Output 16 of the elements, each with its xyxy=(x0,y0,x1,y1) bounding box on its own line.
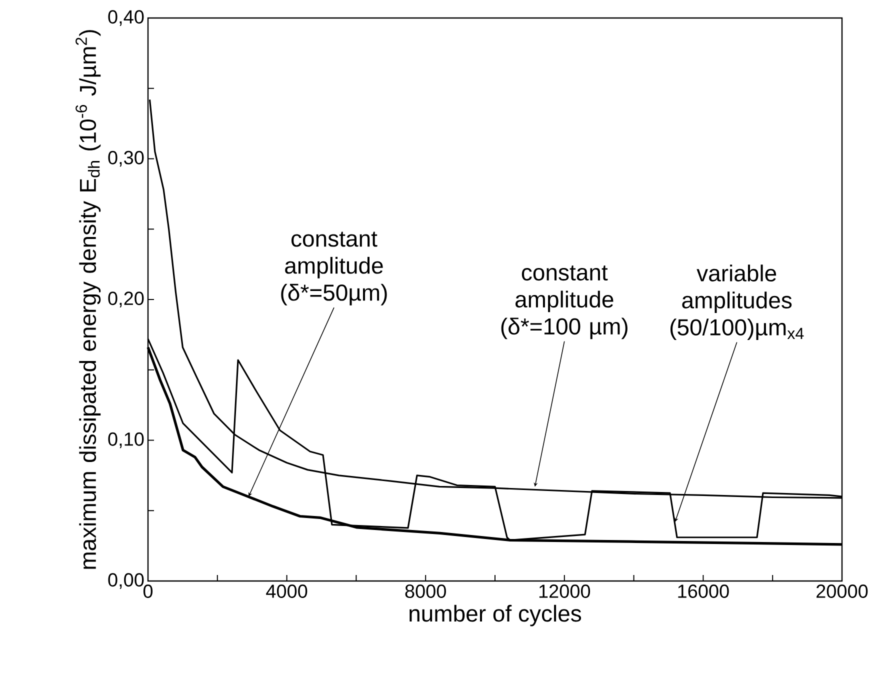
y-tick-label: 0,40 xyxy=(108,10,144,26)
y-tick-label: 0,10 xyxy=(108,432,144,448)
x-tick-label: 20000 xyxy=(816,584,868,598)
annotation: variable amplitudes (50/100)µm$_{x4}$ xyxy=(670,264,804,340)
y-tick-label: 0,20 xyxy=(108,292,144,308)
x-tick-label: 12000 xyxy=(539,584,590,598)
x-tick-label: 0 xyxy=(143,584,153,598)
annotation: constant amplitude (δ*=50µm) xyxy=(281,232,387,306)
x-tick-label: 16000 xyxy=(678,584,729,598)
y-tick-label: 0,00 xyxy=(108,573,144,589)
x-tick-label: 8000 xyxy=(405,584,446,598)
x-axis-title: number of cycles xyxy=(410,604,582,626)
annotation: constant amplitude (δ*=100 µm) xyxy=(501,265,628,340)
x-tick-label: 4000 xyxy=(266,584,308,598)
y-tick-label: 0,30 xyxy=(108,150,144,167)
y-axis-title: maximum dissipated energy density E$_{dh}$ (10$^{-6}$ J/µm$^{2}$) xyxy=(76,30,101,569)
